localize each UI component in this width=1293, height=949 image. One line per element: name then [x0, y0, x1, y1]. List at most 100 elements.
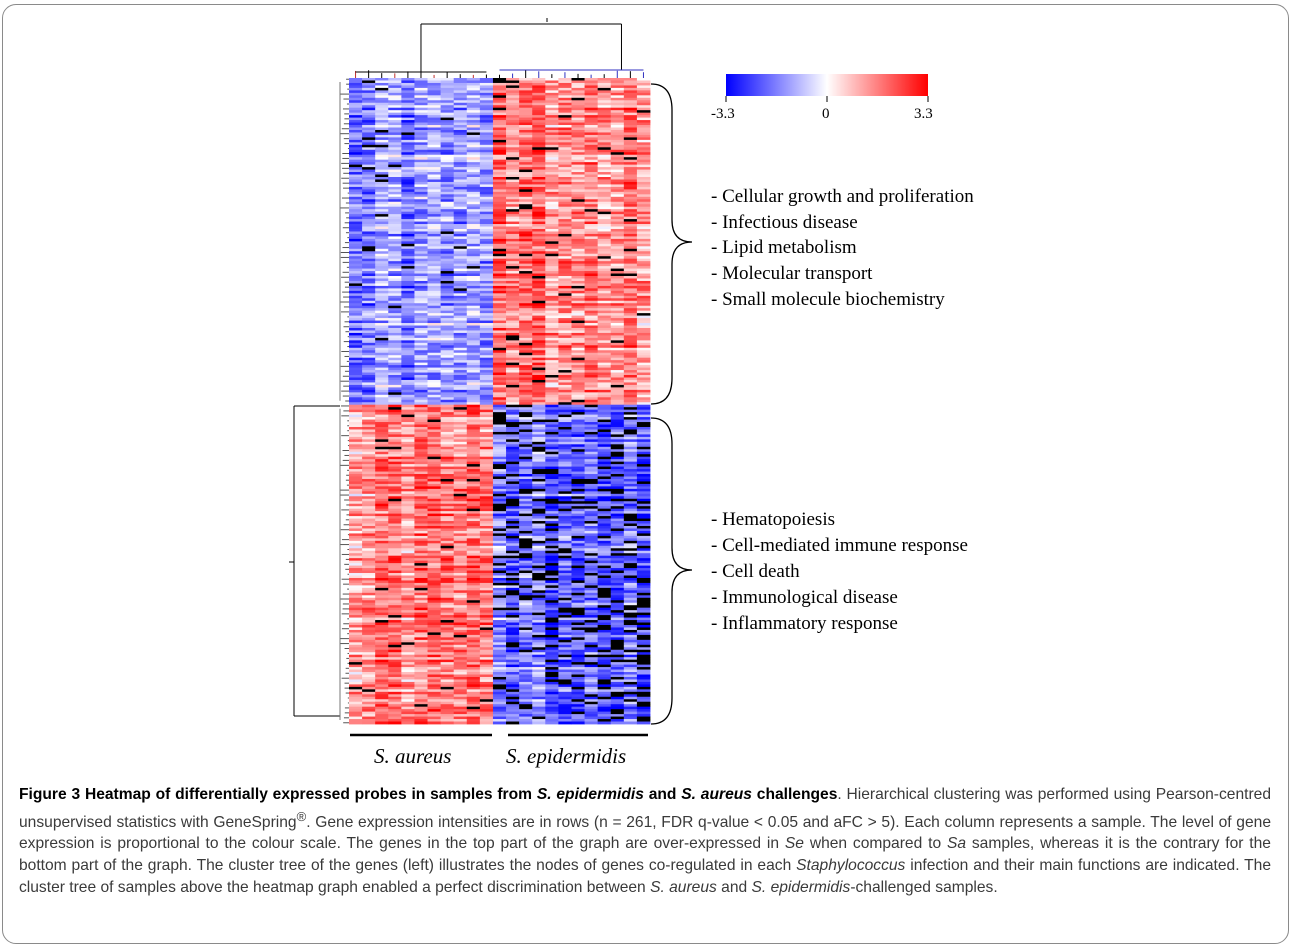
- heatmap-cell: [532, 503, 546, 507]
- heatmap-cell: [519, 95, 533, 99]
- heatmap-cell: [597, 476, 612, 480]
- heatmap-cell: [545, 201, 559, 205]
- heatmap-cell: [571, 545, 585, 549]
- heatmap-cell: [492, 278, 507, 282]
- heatmap-cell: [349, 82, 363, 86]
- heatmap-cell: [427, 261, 442, 265]
- heatmap-cell: [571, 327, 585, 331]
- heatmap-cell: [466, 577, 481, 581]
- heatmap-cell: [401, 414, 415, 418]
- heatmap-cell: [545, 85, 559, 89]
- heatmap-cell: [636, 570, 651, 574]
- heatmap-cell: [466, 521, 481, 524]
- heatmap-cell: [623, 266, 638, 269]
- heatmap-cell: [362, 335, 376, 339]
- heatmap-cell: [375, 129, 389, 133]
- heatmap-cell: [427, 167, 442, 170]
- heatmap-cell: [388, 595, 402, 599]
- heatmap-cell: [453, 216, 468, 220]
- heatmap-cell: [636, 382, 651, 386]
- heatmap-cell: [558, 90, 572, 94]
- heatmap-cell: [623, 577, 638, 581]
- heatmap-cell: [597, 117, 612, 121]
- heatmap-cell: [519, 540, 533, 544]
- heatmap-cell: [571, 181, 585, 185]
- heatmap-cell: [401, 152, 415, 156]
- heatmap-cell: [440, 449, 455, 453]
- heatmap-cell: [623, 149, 638, 153]
- heatmap-cell: [545, 444, 559, 448]
- heatmap-cell: [584, 461, 599, 465]
- heatmap-cell: [453, 206, 468, 210]
- heatmap-cell: [506, 117, 520, 121]
- heatmap-cell: [401, 503, 415, 507]
- heatmap-cell: [427, 258, 442, 262]
- heatmap-cell: [388, 407, 402, 411]
- heatmap-cell: [532, 263, 546, 267]
- heatmap-cell: [532, 360, 546, 364]
- heatmap-cell: [453, 474, 468, 477]
- heatmap-cell: [636, 243, 651, 247]
- heatmap-cell: [401, 105, 415, 109]
- heatmap-cell: [414, 271, 428, 274]
- heatmap-cell: [401, 129, 415, 133]
- heatmap-cell: [571, 558, 585, 562]
- heatmap-cell: [545, 565, 559, 569]
- heatmap-cell: [506, 543, 520, 547]
- heatmap-cell: [584, 125, 599, 128]
- heatmap-cell: [362, 157, 376, 161]
- heatmap-cell: [492, 352, 507, 356]
- heatmap-cell: [453, 100, 468, 104]
- heatmap-cell: [362, 568, 376, 571]
- heatmap-cell: [453, 587, 468, 591]
- heatmap-cell: [375, 189, 389, 193]
- heatmap-cell: [532, 582, 546, 586]
- heatmap-cell: [466, 246, 481, 250]
- heatmap-cell: [388, 134, 402, 138]
- heatmap-cell: [388, 332, 402, 336]
- heatmap-cell: [479, 169, 494, 173]
- heatmap-cell: [388, 295, 402, 299]
- heatmap-cell: [636, 139, 651, 143]
- heatmap-cell: [453, 179, 468, 183]
- heatmap-cell: [636, 283, 651, 287]
- heatmap-cell: [571, 92, 585, 96]
- heatmap-cell: [362, 481, 376, 485]
- heatmap-cell: [597, 414, 612, 418]
- heatmap-cell: [532, 595, 546, 599]
- heatmap-cell: [453, 375, 468, 378]
- heatmap-cell: [362, 464, 376, 467]
- heatmap-cell: [558, 394, 572, 398]
- heatmap-cell: [349, 295, 363, 299]
- heatmap-cell: [466, 127, 481, 131]
- heatmap-cell: [584, 350, 599, 354]
- heatmap-cell: [545, 399, 559, 403]
- heatmap-cell: [506, 367, 520, 371]
- heatmap-cell: [571, 501, 585, 505]
- heatmap-cell: [597, 159, 612, 163]
- heatmap-cell: [545, 132, 559, 136]
- heatmap-cell: [401, 107, 415, 111]
- heatmap-cell: [401, 214, 415, 218]
- heatmap-cell: [362, 78, 376, 81]
- heatmap-cell: [597, 375, 612, 378]
- heatmap-cell: [597, 219, 612, 222]
- heatmap-cell: [362, 191, 376, 195]
- heatmap-cell: [610, 243, 625, 247]
- heatmap-cell: [506, 528, 520, 532]
- heatmap-cell: [479, 357, 494, 361]
- heatmap-cell: [362, 508, 376, 512]
- heatmap-cell: [375, 85, 389, 89]
- heatmap-cell: [388, 379, 402, 383]
- heatmap-cell: [584, 523, 599, 527]
- heatmap-cell: [597, 206, 612, 210]
- heatmap-cell: [571, 300, 585, 304]
- heatmap-cell: [349, 530, 363, 534]
- heatmap-cell: [401, 303, 415, 307]
- heatmap-cell: [479, 404, 494, 408]
- heatmap-cell: [545, 508, 559, 512]
- heatmap-cell: [414, 533, 428, 537]
- heatmap-cell: [610, 387, 625, 391]
- heatmap-cell: [401, 102, 415, 106]
- heatmap-cell: [545, 162, 559, 166]
